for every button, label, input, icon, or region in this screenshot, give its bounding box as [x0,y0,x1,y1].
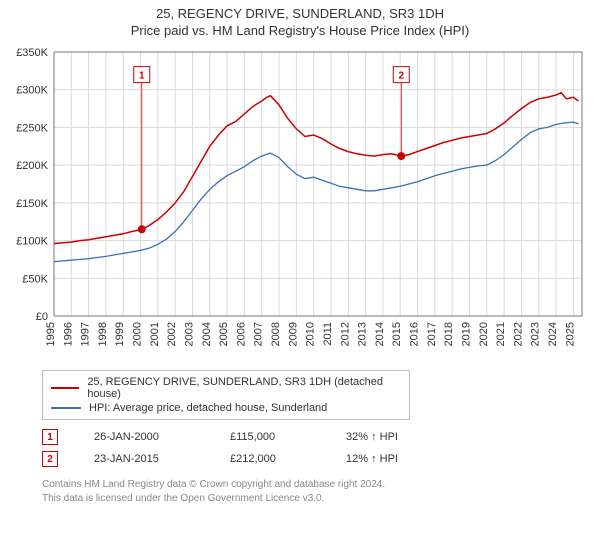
svg-text:2012: 2012 [339,322,351,346]
svg-text:2003: 2003 [183,322,195,346]
svg-text:£100K: £100K [16,236,48,248]
svg-text:1998: 1998 [97,322,109,346]
event-table: 1 26-JAN-2000 £115,000 32% ↑ HPI 2 23-JAN-201… [42,426,590,470]
event-id-box: 1 [42,429,58,445]
svg-text:2014: 2014 [374,322,386,346]
legend-swatch [51,387,79,389]
svg-text:£350K: £350K [16,47,48,59]
line-chart: £0 £50K £100K £150K £200K £250K £300K £350K 1995… [10,44,590,364]
svg-text:1: 1 [139,70,145,81]
event-row: 1 26-JAN-2000 £115,000 32% ↑ HPI [42,426,590,448]
svg-text:£300K: £300K [16,85,48,97]
title-address: 25, REGENCY DRIVE, SUNDERLAND, SR3 1DH [0,6,600,21]
svg-text:£0: £0 [36,311,48,323]
svg-text:2006: 2006 [235,322,247,346]
svg-text:2011: 2011 [322,322,334,346]
svg-text:2007: 2007 [253,322,265,346]
svg-text:£200K: £200K [16,160,48,172]
svg-text:2013: 2013 [357,322,369,346]
svg-text:£250K: £250K [16,122,48,134]
svg-text:2021: 2021 [495,322,507,346]
svg-text:2008: 2008 [270,322,282,346]
event-marker-dot [397,152,405,160]
svg-text:1999: 1999 [114,322,126,346]
svg-text:2019: 2019 [460,322,472,346]
event-id-box: 2 [42,451,58,467]
svg-text:2004: 2004 [201,322,213,346]
svg-text:2010: 2010 [305,322,317,346]
svg-text:2023: 2023 [530,322,542,346]
footer-line-1: Contains HM Land Registry data © Crown c… [42,478,590,492]
legend-swatch [51,407,81,409]
svg-text:£150K: £150K [16,198,48,210]
event-price: £212,000 [230,453,310,465]
legend-item: HPI: Average price, detached house, Sund… [51,401,401,415]
footer-line-2: This data is licensed under the Open Gov… [42,492,590,506]
svg-text:2005: 2005 [218,322,230,346]
chart-title-block: 25, REGENCY DRIVE, SUNDERLAND, SR3 1DH P… [0,0,600,40]
svg-text:1997: 1997 [80,322,92,346]
svg-text:2018: 2018 [443,322,455,346]
svg-text:2002: 2002 [166,322,178,346]
legend-label: 25, REGENCY DRIVE, SUNDERLAND, SR3 1DH (… [87,376,401,400]
svg-text:2001: 2001 [149,322,161,346]
svg-text:1996: 1996 [62,322,74,346]
chart-area: £0 £50K £100K £150K £200K £250K £300K £350K 1995… [10,44,590,364]
event-marker-dot [138,225,146,233]
svg-text:2020: 2020 [478,322,490,346]
legend-item: 25, REGENCY DRIVE, SUNDERLAND, SR3 1DH (… [51,375,401,401]
svg-text:2015: 2015 [391,322,403,346]
event-date: 23-JAN-2015 [94,453,194,465]
svg-text:2024: 2024 [547,322,559,346]
event-pct: 32% ↑ HPI [346,431,398,443]
footer-attribution: Contains HM Land Registry data © Crown c… [42,478,590,506]
svg-text:2: 2 [398,70,404,81]
svg-text:2017: 2017 [426,322,438,346]
event-price: £115,000 [230,431,310,443]
event-pct: 12% ↑ HPI [346,453,398,465]
svg-text:2025: 2025 [564,322,576,346]
legend: 25, REGENCY DRIVE, SUNDERLAND, SR3 1DH (… [42,370,410,420]
svg-text:2022: 2022 [512,322,524,346]
event-date: 26-JAN-2000 [94,431,194,443]
svg-text:2009: 2009 [287,322,299,346]
legend-label: HPI: Average price, detached house, Sund… [89,402,327,414]
svg-text:1995: 1995 [45,322,57,346]
svg-text:£50K: £50K [22,273,48,285]
svg-text:2016: 2016 [409,322,421,346]
title-subtitle: Price paid vs. HM Land Registry's House … [0,23,600,38]
event-row: 2 23-JAN-2015 £212,000 12% ↑ HPI [42,448,590,470]
svg-text:2000: 2000 [132,322,144,346]
